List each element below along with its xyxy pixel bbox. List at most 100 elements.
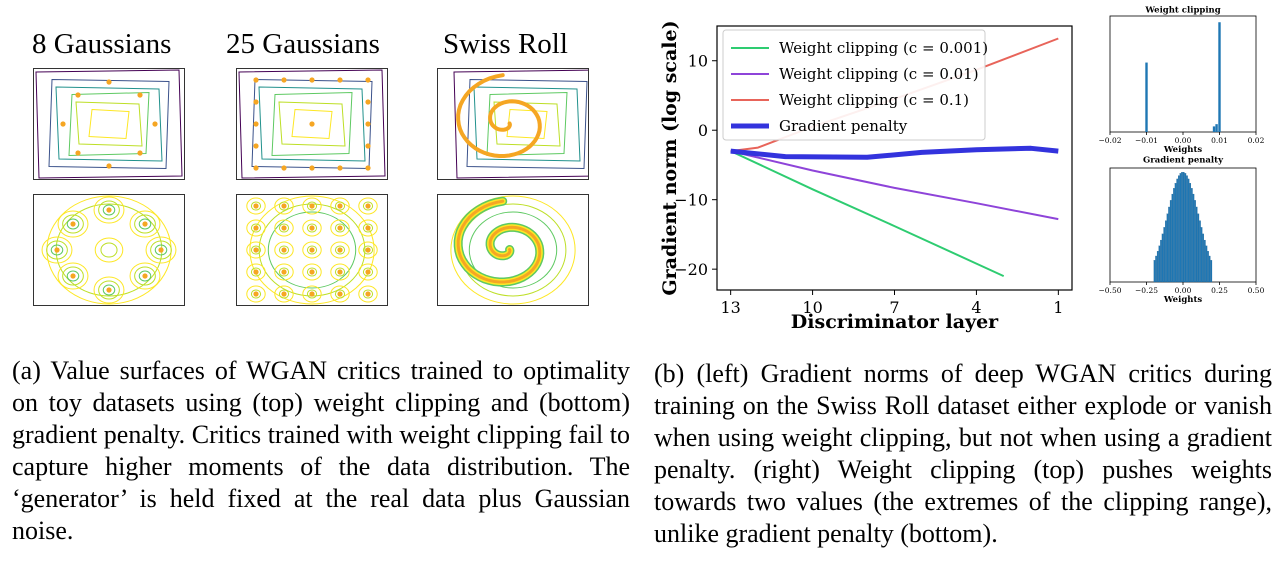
contour-line: [48, 78, 170, 170]
data-point: [281, 203, 287, 209]
contour-line: [50, 244, 64, 256]
legend-label: Gradient penalty: [779, 117, 908, 135]
histogram-bar: [1200, 227, 1203, 283]
histogram-bar: [1171, 193, 1174, 283]
contour-line: [250, 245, 262, 255]
contour-line: [246, 197, 266, 215]
contour-line: [334, 245, 346, 255]
histogram-bar: [1189, 183, 1192, 283]
contour-line: [306, 245, 318, 255]
histogram-bar: [1208, 255, 1211, 283]
x-tick-label: 1: [1053, 298, 1063, 317]
contour-line: [302, 219, 322, 237]
caption-b: (b) (left) Gradient norms of deep WGAN c…: [654, 359, 1272, 548]
contour-line: [55, 86, 163, 162]
histogram-bar: [1169, 200, 1172, 283]
x-tick-label: 10: [802, 298, 822, 317]
contour-line: [66, 218, 80, 230]
caption-a: (a) Value surfaces of WGAN critics train…: [12, 356, 630, 545]
histogram-bar: [1174, 183, 1177, 283]
surface-25g-weight-clipping: [236, 68, 388, 180]
histogram-bar: [1195, 206, 1198, 283]
contour-line: [138, 270, 152, 282]
data-point: [281, 247, 287, 253]
thumb-frame: [236, 68, 388, 180]
surface-8g-weight-clipping: [33, 68, 185, 180]
histogram-bar: [1202, 233, 1204, 283]
contour-line: [134, 214, 156, 234]
gradient-norm-line-chart: 13 10 7 4 1 10 0 −10 −20 Weight clipping (c = 0.0…: [659, 20, 1073, 333]
contour-line: [278, 101, 346, 147]
histogram-bar: [1207, 251, 1209, 283]
contour-line: [249, 195, 375, 305]
legend-label: Weight clipping (c = 0.001): [779, 39, 988, 57]
data-point: [106, 163, 112, 169]
contour-line: [57, 262, 89, 290]
contour-line: [93, 196, 125, 224]
histogram-bar: [1145, 62, 1148, 133]
contour-line: [250, 289, 262, 299]
histogram-bar: [1192, 193, 1195, 283]
contour-line: [46, 240, 68, 260]
contour-line: [330, 197, 350, 215]
contour-line: [358, 285, 378, 303]
surface-swiss-gradient-penalty: [437, 194, 589, 306]
data-point: [281, 77, 287, 83]
data-point: [365, 291, 371, 297]
y-tick-label: −10: [674, 191, 708, 210]
data-point: [309, 269, 315, 275]
x-tick-label: 0.00: [1175, 286, 1192, 295]
contour-line: [138, 218, 152, 230]
contour-line: [246, 263, 266, 281]
contour-line: [278, 245, 290, 255]
x-tick-label: 0.25: [1211, 286, 1228, 295]
contour-line: [246, 241, 266, 259]
contour-line: [291, 108, 333, 140]
data-point: [337, 247, 343, 253]
data-point: [253, 165, 259, 171]
histogram-xlabel: Weights: [1163, 145, 1203, 155]
data-point: [309, 203, 315, 209]
contour-line: [306, 289, 318, 299]
contour-line: [278, 289, 290, 299]
thumb-frame: [437, 194, 589, 306]
contour-line: [302, 197, 322, 215]
contour-line: [258, 86, 366, 162]
contour-line: [468, 211, 558, 289]
histogram-bar: [1178, 175, 1180, 283]
data-point: [309, 165, 315, 171]
series-line: [730, 150, 1059, 221]
contour-line: [330, 241, 350, 259]
contour-line: [274, 241, 294, 259]
x-tick-label: 4: [971, 298, 981, 317]
data-point: [309, 291, 315, 297]
histogram-bar: [1205, 245, 1208, 283]
histogram-bar: [1203, 239, 1206, 283]
data-point: [142, 273, 148, 279]
data-point: [142, 221, 148, 227]
data-point: [365, 247, 371, 253]
x-tick-label: 0.02: [1248, 136, 1265, 145]
contour-line: [62, 214, 84, 234]
contour-line: [150, 240, 172, 260]
histogram-bar: [1194, 200, 1196, 283]
data-point: [365, 121, 371, 127]
contour-line: [330, 263, 350, 281]
legend-label: Weight clipping (c = 0.01): [779, 65, 979, 83]
x-tick-label: −0.50: [1099, 286, 1122, 295]
contour-line: [306, 223, 318, 233]
contour-line: [129, 262, 161, 290]
y-tick-label: −20: [674, 260, 708, 279]
contour-line: [35, 69, 183, 179]
histogram-bar: [1210, 260, 1213, 283]
contour-line: [62, 266, 84, 286]
contour-line: [246, 285, 266, 303]
histogram-bar: [1156, 251, 1159, 283]
series-line: [730, 150, 1005, 278]
contour-line: [302, 285, 322, 303]
data-point: [365, 143, 371, 149]
contour-line: [274, 219, 294, 237]
histogram-bar: [1173, 188, 1175, 283]
data-point: [365, 203, 371, 209]
data-point: [281, 225, 287, 231]
